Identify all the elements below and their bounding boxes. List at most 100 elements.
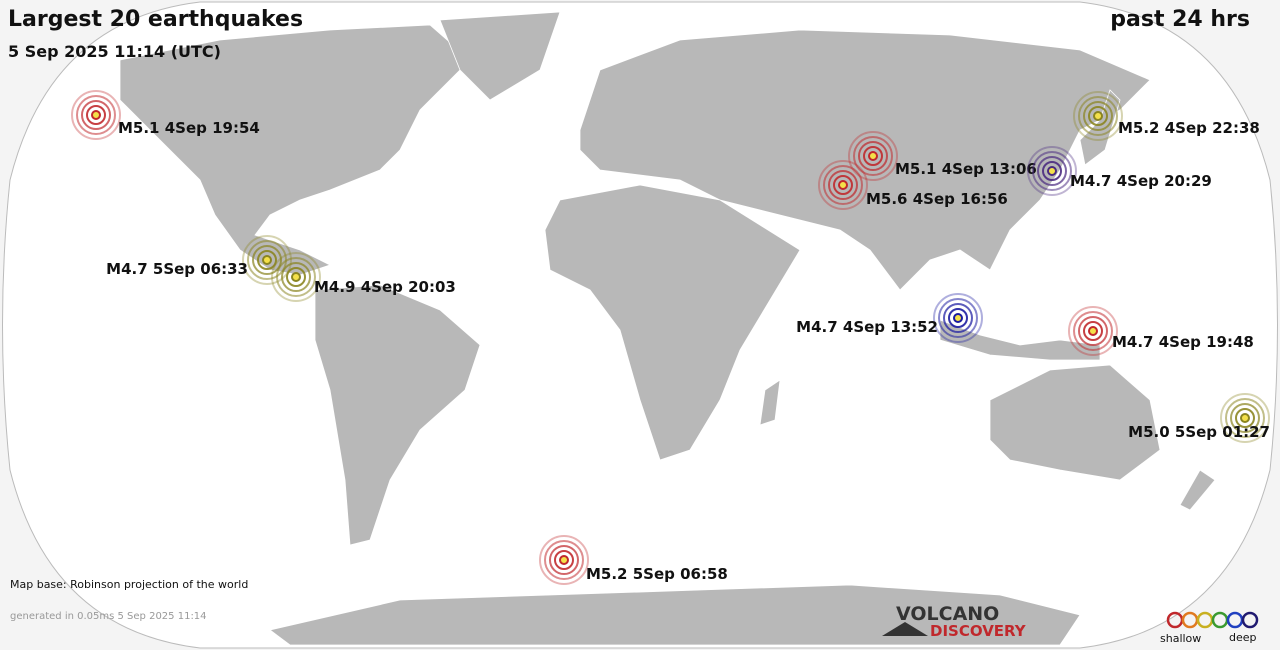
new-zealand [1179, 469, 1216, 511]
quake-marker [848, 131, 898, 181]
quake-ring [828, 170, 858, 200]
quake-ring [1037, 156, 1067, 186]
quake-marker [1027, 146, 1077, 196]
quake-core [1088, 326, 1098, 336]
quake-label: M4.7 5Sep 06:33 [106, 260, 248, 278]
generated-note: generated in 0.05ms 5 Sep 2025 11:14 [10, 611, 207, 622]
timestamp: 5 Sep 2025 11:14 (UTC) [8, 42, 221, 61]
quake-ring [1235, 408, 1255, 428]
quake-ring [943, 303, 973, 333]
depth-legend [1166, 611, 1259, 629]
quake-core [1240, 413, 1250, 423]
logo-top: VOLCANO [896, 603, 999, 625]
quake-ring [1083, 321, 1103, 341]
quake-core [291, 272, 301, 282]
quake-marker [271, 252, 321, 302]
quake-core [1047, 166, 1057, 176]
quake-ring [1220, 393, 1270, 443]
quake-ring [257, 250, 277, 270]
south-america [314, 284, 481, 546]
quake-label: M5.1 4Sep 19:54 [118, 119, 260, 137]
quake-label: M5.6 4Sep 16:56 [866, 190, 1008, 208]
quake-ring [863, 146, 883, 166]
quake-ring [252, 245, 282, 275]
quake-ring [1078, 316, 1108, 346]
quake-marker [1068, 306, 1118, 356]
quake-ring [948, 308, 968, 328]
quake-ring [71, 90, 121, 140]
quake-label: M5.2 5Sep 06:58 [586, 565, 728, 583]
quake-core [262, 255, 272, 265]
quake-ring [1083, 101, 1113, 131]
quake-label: M4.7 4Sep 20:29 [1070, 172, 1212, 190]
quake-ring [281, 262, 311, 292]
quake-ring [823, 165, 863, 205]
quake-ring [818, 160, 868, 210]
quake-marker [71, 90, 121, 140]
legend-deep: deep [1229, 631, 1257, 644]
quake-core [868, 151, 878, 161]
quake-ring [833, 175, 853, 195]
logo-mountain [882, 622, 928, 636]
legend-shallow: shallow [1160, 632, 1201, 645]
legend-ring [1196, 611, 1214, 629]
quake-ring [1068, 306, 1118, 356]
quake-core [1093, 111, 1103, 121]
quake-ring [276, 257, 316, 297]
quake-ring [1225, 398, 1265, 438]
quake-label: M4.7 4Sep 19:48 [1112, 333, 1254, 351]
quake-ring [1088, 106, 1108, 126]
quake-ring [1073, 311, 1113, 351]
quake-ring [1078, 96, 1118, 136]
quake-ring [853, 136, 893, 176]
title: Largest 20 earthquakes [8, 7, 303, 32]
quake-marker [818, 160, 868, 210]
quake-ring [81, 100, 111, 130]
quakes: M5.1 4Sep 19:54 M5.2 4Sep 22:38 M5.1 4Sep … [71, 90, 1270, 585]
legend-ring [1181, 611, 1199, 629]
quake-ring [933, 293, 983, 343]
quake-core [838, 180, 848, 190]
quake-ring [1073, 91, 1123, 141]
quake-ring [1027, 146, 1077, 196]
quake-ring [554, 550, 574, 570]
quake-ring [1042, 161, 1062, 181]
quake-ring [539, 535, 589, 585]
period: past 24 hrs [1110, 7, 1250, 32]
quake-ring [858, 141, 888, 171]
quake-label: M4.9 4Sep 20:03 [314, 278, 456, 296]
quake-ring [242, 235, 292, 285]
quake-label: M4.7 4Sep 13:52 [796, 318, 938, 336]
quake-ring [938, 298, 978, 338]
quake-label: M5.2 4Sep 22:38 [1118, 119, 1260, 137]
legend-ring [1211, 611, 1229, 629]
quake-ring [271, 252, 321, 302]
antarctica [269, 584, 1081, 646]
quake-core [91, 110, 101, 120]
quake-ring [1032, 151, 1072, 191]
quake-ring [286, 267, 306, 287]
quake-ring [549, 545, 579, 575]
indonesia [939, 319, 1101, 361]
madagascar [759, 379, 781, 426]
quake-ring [848, 131, 898, 181]
map-base: Map base: Robinson projection of the wor… [10, 578, 248, 591]
greenland [439, 11, 561, 101]
landmasses [119, 11, 1216, 646]
australia [989, 364, 1161, 481]
quake-ring [76, 95, 116, 135]
quake-ring [86, 105, 106, 125]
quake-marker [539, 535, 589, 585]
quake-marker [1220, 393, 1270, 443]
quake-label: M5.1 4Sep 13:06 [895, 160, 1037, 178]
quake-marker [1073, 91, 1123, 141]
quake-marker [933, 293, 983, 343]
legend-ring [1241, 611, 1259, 629]
legend-ring [1226, 611, 1244, 629]
quake-label: M5.0 5Sep 01:27 [1128, 423, 1270, 441]
africa [544, 184, 801, 461]
quake-core [559, 555, 569, 565]
quake-core [953, 313, 963, 323]
